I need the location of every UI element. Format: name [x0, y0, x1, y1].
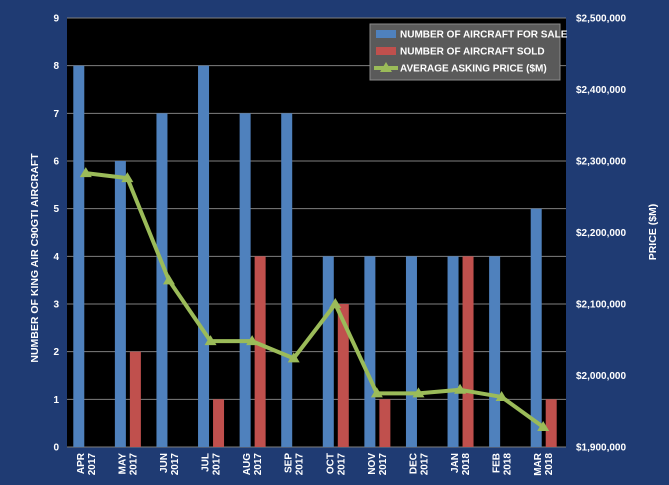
x-tick-year: 2017	[419, 453, 430, 476]
x-tick-year: 2017	[336, 453, 347, 476]
x-tick-year: 2017	[128, 453, 139, 476]
x-tick-label: FEB 2018	[492, 453, 514, 476]
legend-swatch	[376, 30, 396, 38]
x-tick-year: 2017	[295, 453, 306, 476]
legend-swatch	[376, 47, 396, 55]
bar-for-sale	[489, 256, 500, 447]
legend: NUMBER OF AIRCRAFT FOR SALE NUMBER OF AIR…	[370, 24, 568, 80]
right-tick-label: $2,400,000	[576, 85, 626, 96]
x-tick-label: DEC 2017	[408, 453, 430, 476]
left-tick-label: 4	[53, 252, 59, 263]
x-tick-month: JUL	[201, 453, 212, 472]
right-axis-title: PRICE ($M)	[647, 204, 659, 261]
left-tick-label: 9	[53, 14, 59, 25]
left-tick-label: 5	[53, 204, 59, 215]
x-tick-year: 2017	[87, 453, 98, 476]
x-tick-year: 2017	[170, 453, 181, 476]
x-tick-label: AUG 2017	[242, 453, 264, 476]
bar-for-sale	[531, 209, 542, 447]
x-tick-year: 2018	[503, 453, 514, 476]
x-tick-label: JUN 2017	[159, 453, 181, 476]
right-tick-label: $2,500,000	[576, 14, 626, 25]
x-tick-label: MAY 2017	[117, 453, 139, 476]
x-tick-month: FEB	[492, 453, 503, 473]
x-tick-year: 2018	[461, 453, 472, 476]
x-tick-month: JUN	[159, 453, 170, 473]
right-tick-label: $2,200,000	[576, 228, 626, 239]
bar-sold	[213, 399, 224, 447]
bar-sold	[546, 399, 557, 447]
bar-sold	[379, 399, 390, 447]
left-tick-label: 1	[53, 395, 59, 406]
bar-for-sale	[448, 256, 459, 447]
bar-for-sale	[73, 66, 84, 447]
x-tick-year: 2017	[253, 453, 264, 476]
bar-for-sale	[406, 256, 417, 447]
bar-for-sale	[323, 256, 334, 447]
x-tick-month: DEC	[408, 453, 419, 474]
x-tick-month: MAR	[533, 452, 544, 476]
left-tick-label: 3	[53, 300, 59, 311]
x-tick-month: NOV	[367, 453, 378, 475]
left-tick-label: 8	[53, 61, 59, 72]
left-tick-label: 0	[53, 443, 59, 454]
x-tick-month: APR	[76, 452, 87, 474]
x-tick-label: SEP 2017	[284, 453, 306, 476]
x-tick-label: OCT 2017	[325, 453, 347, 476]
x-tick-year: 2017	[212, 453, 223, 476]
x-tick-label: APR 2017	[76, 452, 98, 475]
x-tick-label: NOV 2017	[367, 453, 389, 476]
x-tick-label: JUL 2017	[201, 453, 223, 476]
x-tick-month: JAN	[450, 453, 461, 473]
bar-for-sale	[240, 113, 251, 447]
x-tick-label: MAR 2018	[533, 452, 555, 476]
x-tick-year: 2018	[544, 453, 555, 476]
x-tick-label: JAN 2018	[450, 453, 472, 476]
legend-label: NUMBER OF AIRCRAFT SOLD	[400, 47, 545, 58]
right-tick-label: $2,100,000	[576, 300, 626, 311]
right-tick-label: $1,900,000	[576, 443, 626, 454]
right-tick-label: $2,300,000	[576, 157, 626, 168]
x-tick-year: 2017	[378, 453, 389, 476]
bar-for-sale	[281, 113, 292, 447]
left-tick-label: 2	[53, 347, 59, 358]
legend-label: AVERAGE ASKING PRICE ($M)	[400, 64, 547, 75]
bar-for-sale	[115, 161, 126, 447]
left-tick-label: 6	[53, 157, 59, 168]
bar-for-sale	[364, 256, 375, 447]
x-tick-month: MAY	[117, 453, 128, 475]
x-tick-month: AUG	[242, 453, 253, 475]
bar-for-sale	[198, 66, 209, 447]
bar-sold	[255, 256, 266, 447]
legend-label: NUMBER OF AIRCRAFT FOR SALE	[400, 30, 568, 41]
left-tick-label: 7	[53, 109, 59, 120]
right-tick-label: $2,000,000	[576, 371, 626, 382]
x-tick-month: SEP	[284, 453, 295, 473]
x-tick-month: OCT	[325, 453, 336, 474]
bar-sold	[130, 352, 141, 447]
bar-sold	[463, 256, 474, 447]
left-axis-title: NUMBER OF KING AIR C90GTI AIRCRAFT	[29, 153, 41, 363]
